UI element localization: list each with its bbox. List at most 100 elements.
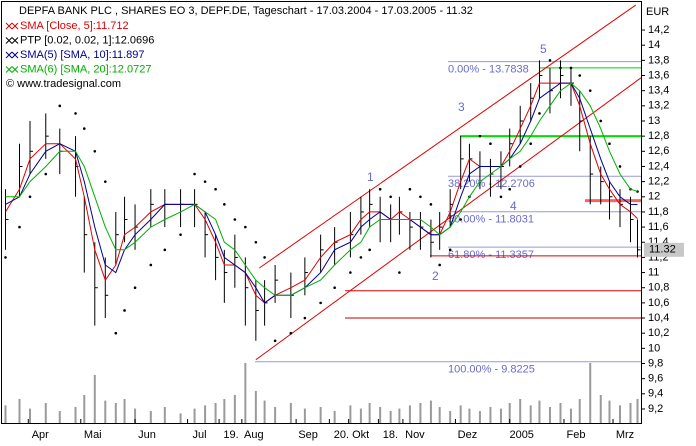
volume-bar [578, 399, 581, 423]
ptp-dot [114, 331, 118, 335]
y-tick-label: 14 [648, 39, 660, 51]
volume-bar [214, 403, 217, 423]
volume-bar [289, 403, 292, 423]
volume-bar [114, 403, 117, 423]
x-tick-label: Jun [138, 429, 156, 441]
y-tick-label: 13 [648, 115, 660, 127]
x-tick-label: Jul [193, 429, 207, 441]
ptp-dot [133, 286, 137, 290]
ptp-dot [18, 225, 21, 229]
volume-bar [134, 408, 137, 423]
fib-label: 0.00% - 13.7838 [448, 63, 529, 75]
x-tick-label: 20. [334, 429, 349, 441]
volume-bar [193, 408, 196, 423]
y-tick-label: 12,8 [648, 130, 669, 142]
volume-bar [608, 400, 611, 423]
volume-bar [274, 407, 277, 423]
volume-bar [559, 403, 562, 423]
y-tick-label: 12,6 [648, 145, 669, 157]
x-tick-label: 2005 [509, 429, 533, 441]
ptp-dot [459, 218, 462, 221]
ptp-dot [233, 218, 237, 221]
volume-bar [204, 405, 207, 423]
volume-bar [319, 407, 322, 423]
volume-bar [44, 403, 47, 423]
volume-bar [4, 405, 7, 423]
fib-label: 50.00% - 11.8031 [448, 214, 534, 226]
x-tick-label: 19. [223, 429, 238, 441]
last-price-box [644, 242, 684, 257]
volume-bar [18, 399, 21, 423]
ptp-dot [254, 240, 258, 244]
indicator-line [5, 82, 638, 296]
ptp-dot [163, 248, 167, 252]
y-tick-label: 9,6 [648, 373, 663, 385]
ptp-dot [359, 256, 363, 259]
ptp-dot [489, 142, 492, 146]
ptp-dot [419, 195, 422, 199]
y-tick-label: 13,8 [648, 54, 669, 66]
volume-bar [29, 408, 32, 423]
volume-bar [104, 400, 107, 423]
y-tick-label: 9,8 [648, 357, 663, 369]
ptp-dot [193, 172, 196, 176]
volume-bar [333, 411, 336, 423]
ptp-dot [223, 203, 226, 206]
volume-bar [548, 407, 551, 423]
y-tick-label: 12 [648, 191, 660, 203]
x-tick-label: Mrz [616, 429, 634, 441]
volume-bar [223, 399, 226, 423]
y-tick-label: 11,6 [648, 221, 669, 233]
chart-title: DEPFA BANK PLC , SHARES EO 3, DEPF.DE, T… [19, 5, 473, 17]
volume-bar [303, 408, 306, 423]
ptp-dot [608, 142, 611, 146]
volume-bar [368, 403, 371, 423]
x-tick-label: Dez [458, 429, 478, 441]
legend-icon [5, 37, 19, 44]
ptp-dot [263, 256, 266, 259]
y-tick-label: 10,2 [648, 327, 669, 339]
legend-icon [5, 22, 19, 30]
ptp-dot [4, 256, 7, 259]
y-tick-label: 12,4 [648, 160, 669, 172]
ptp-dot [378, 187, 382, 191]
ptp-dot [103, 180, 107, 183]
y-tick-label: 9,2 [648, 403, 663, 415]
ptp-dot [74, 112, 77, 115]
legend-icon [5, 66, 19, 73]
ptp-dot [273, 339, 277, 343]
x-tick-label: Mai [84, 429, 102, 441]
ptp-dot [58, 104, 62, 108]
copyright: © www.tradesignal.com [6, 78, 121, 90]
wave-label: 3 [458, 100, 465, 114]
legend-label: SMA(6) [SMA, 20]:12.0727 [20, 63, 151, 75]
ptp-dot [368, 248, 371, 252]
ptp-dot [123, 309, 126, 312]
volume-bar [263, 400, 266, 423]
volume-bar [74, 407, 77, 423]
volume-bar [468, 408, 471, 423]
volume-bar [123, 399, 126, 423]
ptp-dot [599, 119, 603, 123]
volume-bar [398, 408, 401, 423]
x-tick-label: Feb [566, 429, 585, 441]
volume-bar [519, 399, 522, 423]
wave-label: 2 [432, 269, 439, 283]
ptp-dot [559, 66, 562, 70]
ptp-dot [569, 66, 573, 70]
volume-bar [408, 405, 411, 423]
y-tick-label: 13,6 [648, 69, 669, 81]
trend-line [255, 77, 642, 361]
ptp-dot [408, 187, 412, 191]
volume-bar [569, 408, 572, 423]
volume-bar [489, 407, 492, 423]
volume-bar [599, 395, 602, 423]
ptp-dot [429, 203, 433, 206]
ptp-dot [44, 172, 48, 176]
y-tick-label: 12,2 [648, 176, 669, 188]
y-tick-label: 11 [648, 266, 659, 278]
x-tick-label: 18. [383, 429, 398, 441]
volume-bar [163, 407, 166, 423]
x-tick-label: Nov [405, 429, 425, 441]
